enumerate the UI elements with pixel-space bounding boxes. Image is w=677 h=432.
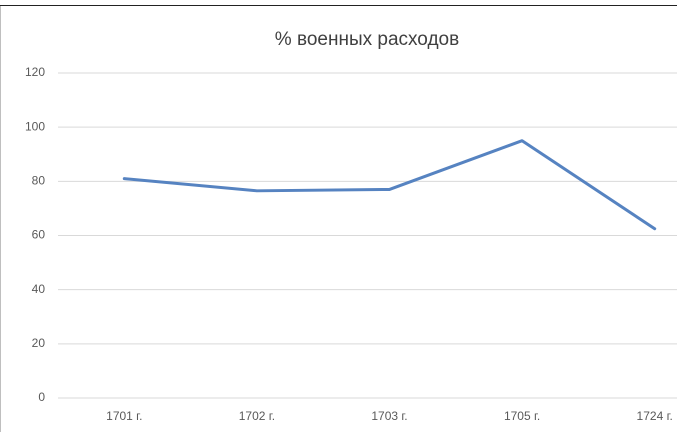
x-tick-label: 1724 г. xyxy=(637,409,673,423)
chart-title: % военных расходов xyxy=(275,29,459,50)
x-tick-label: 1702 г. xyxy=(239,409,275,423)
y-tick-label: 0 xyxy=(38,390,45,404)
y-tick-label: 60 xyxy=(32,228,46,242)
y-tick-label: 120 xyxy=(25,65,45,79)
y-tick-label: 20 xyxy=(32,336,46,350)
data-line xyxy=(122,139,657,231)
x-tick-label: 1701 г. xyxy=(106,409,142,423)
y-tick-label: 100 xyxy=(25,119,45,133)
y-tick-label: 40 xyxy=(32,282,46,296)
x-tick-label: 1705 г. xyxy=(504,409,540,423)
y-tick-label: 80 xyxy=(32,174,46,188)
chart-frame xyxy=(0,5,677,432)
x-tick-label: 1703 г. xyxy=(371,409,407,423)
